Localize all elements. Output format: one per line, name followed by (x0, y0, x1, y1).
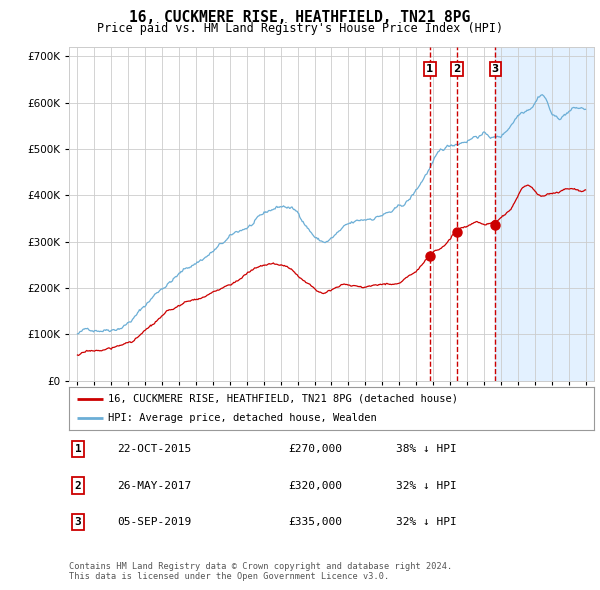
Text: £320,000: £320,000 (288, 481, 342, 490)
Text: 1: 1 (74, 444, 82, 454)
Text: 05-SEP-2019: 05-SEP-2019 (117, 517, 191, 527)
Text: 32% ↓ HPI: 32% ↓ HPI (396, 481, 457, 490)
Text: 32% ↓ HPI: 32% ↓ HPI (396, 517, 457, 527)
Text: 22-OCT-2015: 22-OCT-2015 (117, 444, 191, 454)
Text: 16, CUCKMERE RISE, HEATHFIELD, TN21 8PG: 16, CUCKMERE RISE, HEATHFIELD, TN21 8PG (130, 10, 470, 25)
Text: 2: 2 (453, 64, 460, 74)
Text: Price paid vs. HM Land Registry's House Price Index (HPI): Price paid vs. HM Land Registry's House … (97, 22, 503, 35)
Text: 3: 3 (74, 517, 82, 527)
Text: 2: 2 (74, 481, 82, 490)
Text: HPI: Average price, detached house, Wealden: HPI: Average price, detached house, Weal… (109, 413, 377, 423)
Bar (496, 47, 594, 381)
Text: This data is licensed under the Open Government Licence v3.0.: This data is licensed under the Open Gov… (69, 572, 389, 581)
Text: 38% ↓ HPI: 38% ↓ HPI (396, 444, 457, 454)
Text: Contains HM Land Registry data © Crown copyright and database right 2024.: Contains HM Land Registry data © Crown c… (69, 562, 452, 571)
Text: £335,000: £335,000 (288, 517, 342, 527)
Text: 26-MAY-2017: 26-MAY-2017 (117, 481, 191, 490)
Text: 16, CUCKMERE RISE, HEATHFIELD, TN21 8PG (detached house): 16, CUCKMERE RISE, HEATHFIELD, TN21 8PG … (109, 394, 458, 404)
Text: 3: 3 (492, 64, 499, 74)
Text: 1: 1 (426, 64, 434, 74)
Text: £270,000: £270,000 (288, 444, 342, 454)
